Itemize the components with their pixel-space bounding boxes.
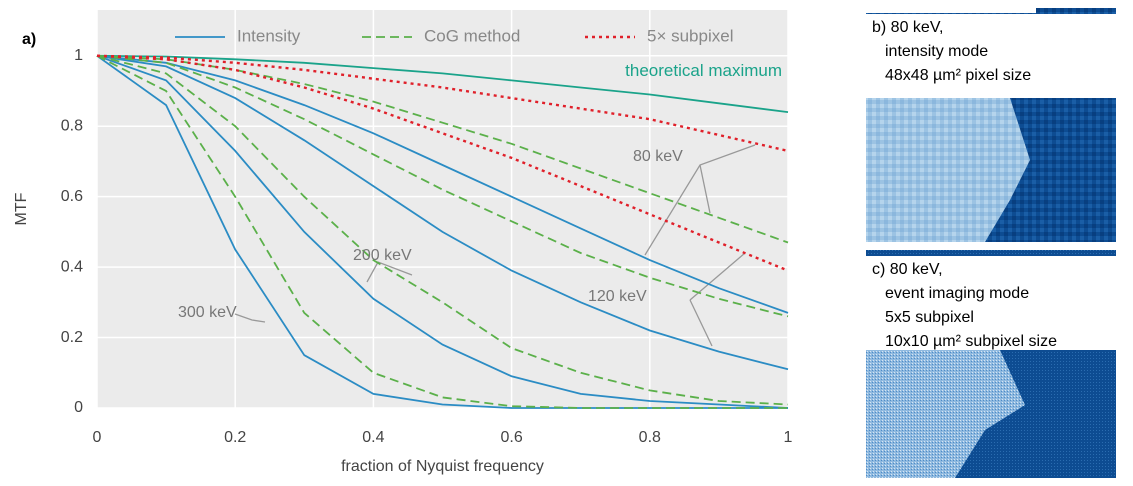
panel-caption: event imaging mode	[885, 285, 1029, 302]
panel-caption: 5x5 subpixel	[885, 309, 974, 326]
image-panel	[866, 250, 1116, 478]
legend-label: CoG method	[424, 26, 520, 45]
panel-caption: c) 80 keV,	[872, 261, 943, 278]
y-tick-label: 1	[74, 47, 83, 64]
y-tick-label: 0.8	[61, 117, 83, 134]
x-tick-label: 0.8	[639, 429, 661, 446]
legend-label: Intensity	[237, 26, 301, 45]
legend-label: 5× subpixel	[647, 26, 733, 45]
panel-label: a)	[22, 31, 36, 48]
y-tick-label: 0.2	[61, 329, 83, 346]
figure: 0 0.2 0.4 0.6 0.8 1 0 0.2 0.4 0.6 0.8 1 fraction of …	[0, 0, 1133, 481]
x-tick-label: 0.6	[500, 429, 522, 446]
x-tick-label: 1	[784, 429, 793, 446]
energy-label: 120 keV	[588, 288, 647, 305]
panel-caption: 48x48 µm² pixel size	[885, 67, 1031, 84]
x-tick-label: 0.4	[362, 429, 384, 446]
x-axis-label: fraction of Nyquist frequency	[341, 458, 544, 475]
x-tick-label: 0	[93, 429, 102, 446]
y-axis-label: MTF	[13, 192, 30, 225]
panel-caption: intensity mode	[885, 43, 988, 60]
theoretical-maximum-label: theoretical maximum	[625, 61, 782, 80]
y-tick-label: 0	[74, 399, 83, 416]
energy-label: 80 keV	[633, 148, 683, 165]
y-tick-label: 0.4	[61, 258, 83, 275]
image-edge	[866, 8, 1036, 13]
panel-caption: b) 80 keV,	[872, 19, 943, 36]
energy-label: 300 keV	[178, 304, 237, 321]
energy-label: 200 keV	[353, 247, 412, 264]
panel-caption: 10x10 µm² subpixel size	[885, 333, 1057, 350]
y-tick-label: 0.6	[61, 188, 83, 205]
x-tick-label: 0.2	[224, 429, 246, 446]
